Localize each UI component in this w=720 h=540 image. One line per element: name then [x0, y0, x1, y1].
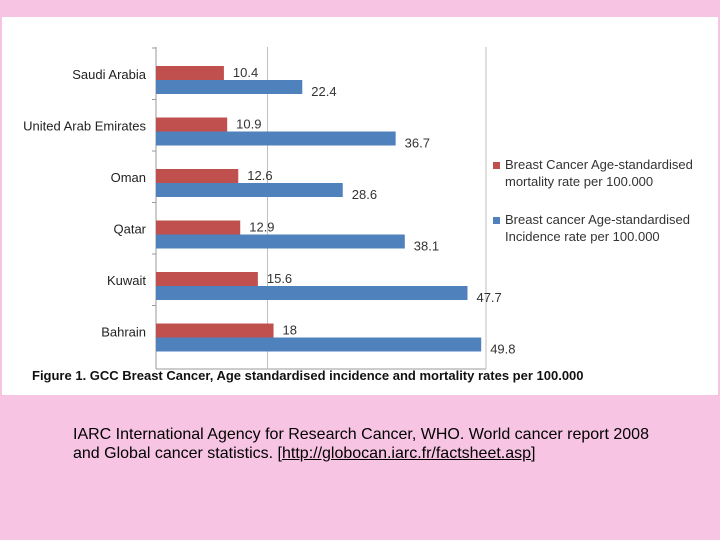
legend-label: mortality rate per 100.000 — [505, 174, 653, 189]
legend-swatch — [493, 217, 500, 224]
bar-incidence — [156, 337, 482, 352]
bar-incidence — [156, 80, 303, 94]
reference-link-close: ] — [531, 445, 536, 462]
legend-swatch — [493, 162, 500, 169]
bar-mortality — [156, 66, 224, 80]
bar-incidence — [156, 183, 343, 197]
category-label: Saudi Arabia — [72, 67, 146, 82]
bar-incidence — [156, 286, 468, 300]
data-label-mortality: 15.6 — [267, 271, 292, 286]
legend-label: Incidence rate per 100.000 — [505, 229, 660, 244]
data-label-mortality: 18 — [283, 323, 297, 338]
category-label: Oman — [111, 170, 146, 185]
chart-panel: Saudi Arabia 10.4 22.4 United Arab Emirates… — [2, 17, 718, 395]
data-label-incidence: 36.7 — [405, 136, 430, 151]
data-label-mortality: 12.9 — [249, 220, 274, 235]
reference-link[interactable]: http://globocan.iarc.fr/factsheet.asp — [282, 445, 532, 462]
bar-incidence — [156, 131, 396, 146]
reference-body: IARC International Agency for Research C… — [73, 426, 649, 462]
data-label-mortality: 12.6 — [247, 168, 272, 183]
data-label-mortality: 10.4 — [233, 65, 258, 80]
category-label: Kuwait — [107, 273, 146, 288]
bar-mortality — [156, 220, 241, 235]
bar-incidence — [156, 234, 405, 249]
category-label: Bahrain — [101, 325, 146, 340]
data-label-incidence: 47.7 — [476, 290, 501, 305]
data-label-incidence: 49.8 — [490, 342, 515, 357]
category-label: Qatar — [113, 222, 146, 237]
bar-mortality — [156, 323, 274, 338]
legend-label: Breast Cancer Age-standardised — [505, 157, 693, 172]
data-label-incidence: 28.6 — [352, 187, 377, 202]
category-label: United Arab Emirates — [23, 119, 146, 134]
bar-chart: Saudi Arabia 10.4 22.4 United Arab Emirates… — [23, 47, 693, 370]
data-label-incidence: 22.4 — [311, 84, 336, 99]
bar-mortality — [156, 272, 258, 286]
bar-mortality — [156, 117, 228, 132]
bar-mortality — [156, 169, 239, 183]
data-label-mortality: 10.9 — [236, 117, 261, 132]
legend-label: Breast cancer Age-standardised — [505, 212, 690, 227]
figure-caption: Figure 1. GCC Breast Cancer, Age standar… — [32, 368, 584, 383]
data-label-incidence: 38.1 — [414, 239, 439, 254]
reference-link-open: [ — [277, 445, 282, 462]
reference-text: IARC International Agency for Research C… — [73, 425, 673, 463]
